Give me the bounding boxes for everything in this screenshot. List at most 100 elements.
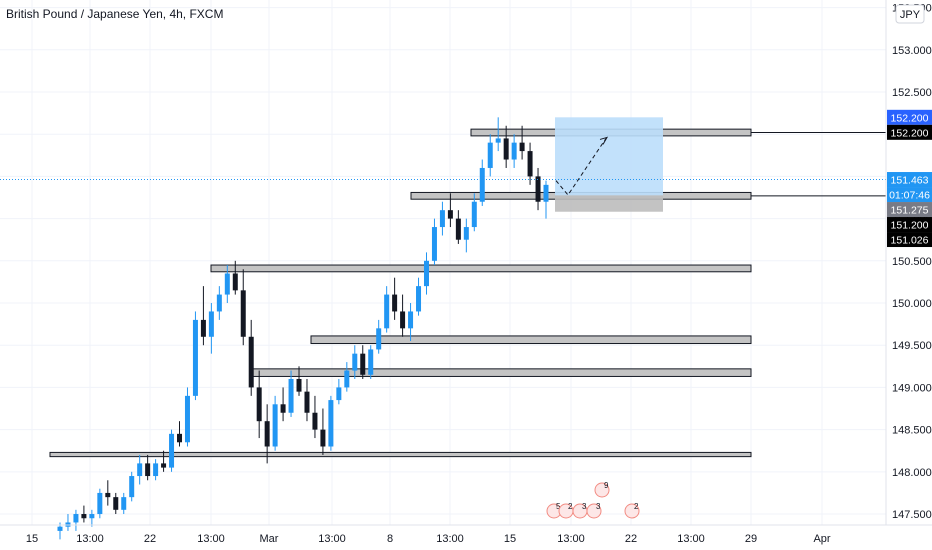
price-tag — [887, 232, 932, 248]
x-tick-label: 13:00 — [318, 533, 346, 545]
x-tick-label: 13:00 — [436, 533, 464, 545]
y-tick-label: 148.500 — [892, 425, 932, 437]
candle-body — [416, 286, 422, 312]
candle-body — [423, 260, 429, 287]
x-tick-label: 13:00 — [76, 533, 104, 545]
position-profit-zone — [555, 117, 663, 196]
candle-body — [288, 378, 294, 413]
candle-body — [543, 184, 549, 202]
price-tag — [887, 124, 932, 140]
x-tick-label: 13:00 — [197, 533, 225, 545]
candle-body — [113, 497, 119, 510]
grid — [0, 0, 886, 525]
currency-button[interactable]: JPY — [895, 4, 925, 24]
event-count: 3 — [582, 502, 587, 511]
candle-body — [216, 294, 222, 312]
candle-body — [264, 421, 270, 447]
candle-body — [248, 336, 254, 388]
price-tag — [887, 217, 932, 233]
candle-body — [439, 210, 445, 228]
price-tag-label: 151.463 — [891, 175, 929, 187]
candle-body — [105, 492, 111, 498]
price-tag — [887, 172, 932, 188]
candle-body — [57, 526, 63, 531]
candle-body — [471, 201, 477, 228]
candle-body — [208, 311, 214, 337]
candle-body — [519, 142, 525, 152]
candles — [0, 117, 886, 540]
price-tags: 152.200 152.200 151.463 01:07:46 151.275 151.… — [887, 109, 932, 248]
candle-body — [97, 492, 103, 515]
candle-body — [312, 412, 318, 430]
candle-body — [384, 294, 390, 329]
price-tag-label: 151.275 — [891, 205, 929, 217]
y-tick-label: 147.500 — [892, 509, 932, 521]
event-marker[interactable] — [624, 503, 640, 519]
candle-body — [495, 138, 501, 143]
event-marker[interactable] — [586, 503, 602, 519]
candle-body — [272, 404, 278, 447]
candle-body — [344, 370, 350, 388]
candle-body — [304, 391, 310, 413]
candle-body — [527, 151, 533, 177]
candle-body — [89, 514, 95, 519]
event-count: 5 — [556, 502, 561, 511]
candle-body — [161, 463, 167, 468]
zone-rectangle — [49, 451, 752, 458]
price-axis[interactable]: 153.500153.000152.500152.000151.500151.0… — [892, 3, 932, 521]
y-tick-label: 150.500 — [892, 256, 932, 268]
candle-body — [200, 319, 206, 337]
candle-body — [352, 353, 358, 371]
projection-arrowhead — [599, 136, 609, 145]
candle-body — [336, 387, 342, 401]
candle-body — [145, 463, 151, 477]
price-tag — [887, 109, 932, 125]
candle-body — [240, 290, 246, 337]
candle-body — [400, 311, 406, 329]
x-tick-label: Apr — [813, 533, 830, 545]
candle-body — [256, 387, 262, 422]
event-count: 2 — [568, 502, 573, 511]
zone-rectangle — [249, 368, 752, 377]
candle-body — [73, 514, 79, 523]
chart-title: British Pound / Japanese Yen, 4h, FXCM — [6, 7, 223, 21]
y-tick-label: 148.000 — [892, 467, 932, 479]
candle-body — [447, 210, 453, 219]
candle-body — [487, 142, 493, 168]
candle-body — [296, 378, 302, 392]
zone-rectangle — [310, 335, 752, 345]
candle-body — [184, 395, 190, 443]
price-tag — [887, 187, 932, 203]
event-count: 3 — [596, 502, 601, 511]
event-markers[interactable]: 5 2 3 392 — [546, 481, 640, 519]
zone-rectangles — [49, 128, 886, 458]
x-tick-label: 15 — [504, 533, 516, 545]
candle-body — [320, 429, 326, 447]
price-tag-label: 152.200 — [891, 112, 929, 124]
candle-body — [463, 227, 469, 240]
candle-body — [376, 328, 382, 350]
event-count: 9 — [604, 481, 609, 490]
candle-body — [408, 311, 414, 329]
candle-body — [503, 138, 509, 160]
time-axis[interactable]: 15 13:00 22 13:00 Mar 13:00 8 13:00 15 13:00 22 13:… — [26, 533, 831, 545]
candle-body — [479, 167, 485, 202]
candle-body — [129, 476, 135, 498]
candle-body — [232, 273, 238, 291]
event-count: 2 — [634, 502, 639, 511]
candle-body — [224, 273, 230, 295]
x-tick-label: 13:00 — [557, 533, 585, 545]
candle-body — [431, 227, 437, 261]
event-marker[interactable] — [594, 482, 610, 498]
candle-body — [280, 404, 286, 413]
price-tag-label: 151.200 — [891, 220, 929, 232]
x-tick-label: 8 — [387, 533, 393, 545]
projection-arrow-line — [555, 138, 607, 196]
zone-rectangle — [210, 264, 752, 273]
candle-body — [192, 319, 198, 396]
candle-body — [137, 463, 143, 477]
price-tag-label: 151.026 — [891, 235, 929, 247]
long-position-tool[interactable] — [555, 117, 663, 212]
y-tick-label: 149.000 — [892, 382, 932, 394]
